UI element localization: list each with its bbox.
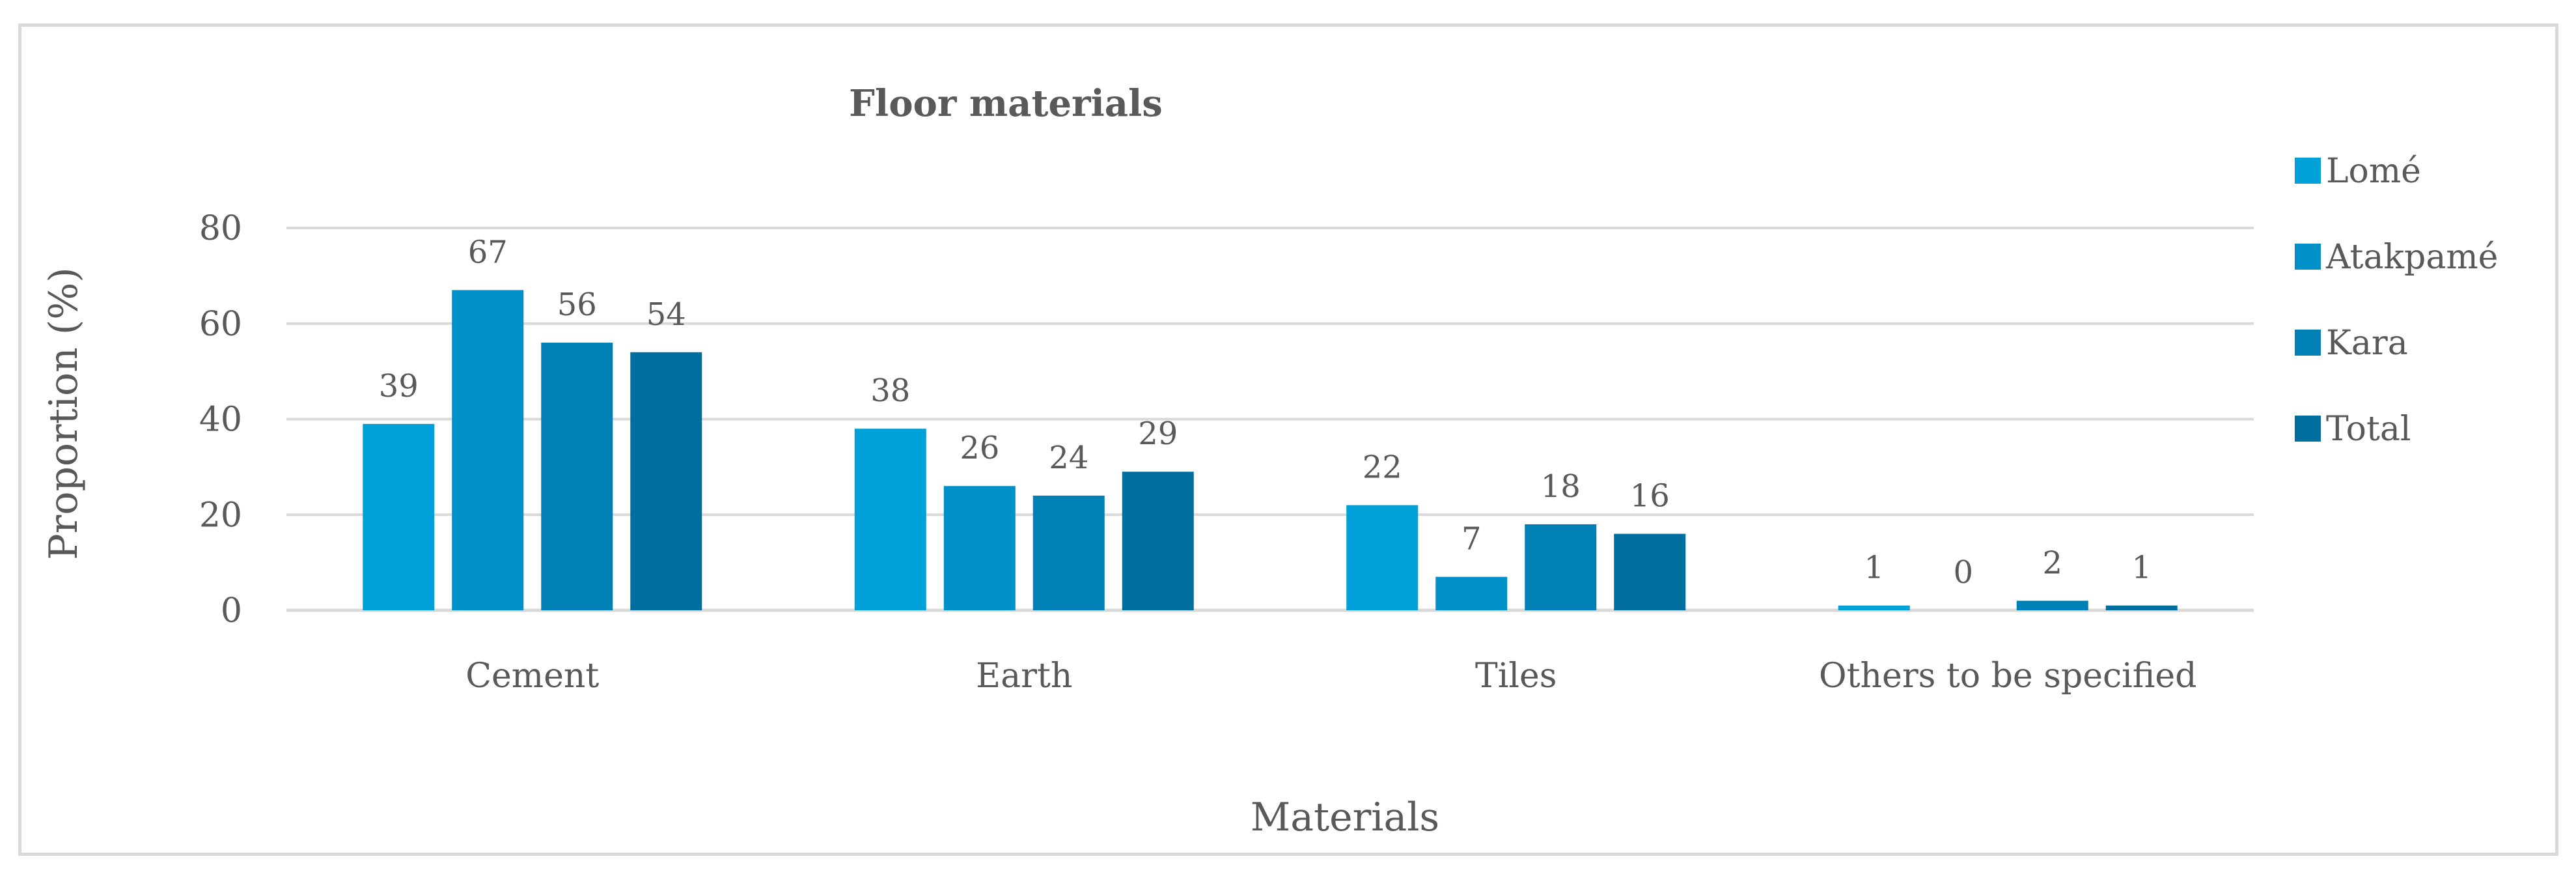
bar (1122, 472, 1194, 610)
bar (2105, 605, 2178, 610)
chart-title: Floor materials (849, 82, 1163, 125)
bar (2016, 601, 2088, 610)
data-label: 0 (1953, 554, 1973, 591)
legend-swatch (2295, 330, 2321, 356)
data-label: 26 (960, 430, 999, 466)
gridlines (286, 227, 2254, 612)
data-label: 1 (2131, 550, 2152, 586)
data-label: 2 (2042, 545, 2062, 581)
y-tick-label: 20 (199, 496, 242, 535)
legend-swatch (2295, 158, 2321, 184)
bar (1032, 495, 1105, 610)
data-label: 7 (1461, 521, 1482, 558)
bar (363, 423, 435, 610)
x-tick-label: Earth (976, 657, 1072, 696)
bar (1614, 533, 1686, 610)
data-label: 1 (1864, 550, 1884, 586)
bar (854, 429, 926, 610)
legend-swatch (2295, 244, 2321, 270)
legend-label: Atakpamé (2325, 238, 2498, 277)
bar (1435, 576, 1508, 610)
bar (1525, 524, 1597, 610)
bar (1838, 605, 1910, 610)
y-axis-title: Proportion (%) (41, 267, 87, 559)
x-tick-label: Others to be specified (1819, 657, 2196, 696)
legend-label: Total (2326, 410, 2411, 449)
data-label: 22 (1363, 449, 1402, 486)
y-tick-label: 60 (199, 305, 242, 344)
data-label: 56 (557, 287, 597, 323)
legend-label: Kara (2326, 324, 2408, 363)
bar (943, 486, 1016, 610)
data-labels: 39 67 56 54 38 26 24 29 22 7 18 16 1 0 2 1 (379, 234, 2152, 591)
data-label: 24 (1049, 440, 1088, 476)
data-label: 39 (379, 368, 419, 404)
bars (363, 290, 2178, 610)
data-label: 16 (1630, 478, 1670, 515)
y-tick-label: 0 (221, 591, 242, 630)
legend-swatch (2295, 416, 2321, 442)
bar (1346, 505, 1419, 610)
bar (452, 290, 524, 610)
x-axis-title: Materials (1251, 795, 1439, 840)
bar (541, 343, 613, 610)
y-tick-label: 80 (199, 209, 242, 248)
data-label: 38 (870, 373, 910, 409)
legend: Lomé Atakpamé Kara Total (2295, 152, 2498, 449)
data-label: 54 (646, 296, 686, 333)
legend-label: Lomé (2326, 152, 2421, 191)
x-tick-label: Cement (465, 657, 599, 696)
data-label: 67 (468, 234, 508, 270)
x-tick-label: Tiles (1475, 657, 1557, 696)
data-label: 18 (1541, 468, 1581, 505)
bar (630, 352, 702, 610)
data-label: 29 (1138, 416, 1178, 452)
chart-frame (18, 23, 2558, 856)
y-tick-label: 40 (199, 401, 242, 440)
